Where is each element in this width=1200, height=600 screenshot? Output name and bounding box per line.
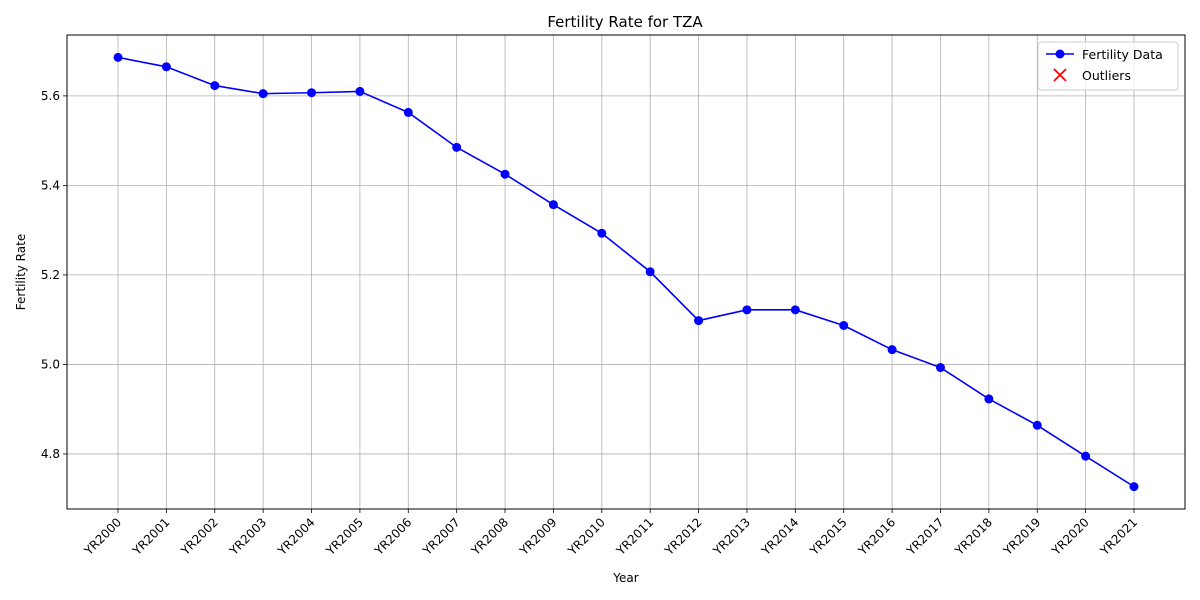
x-tick-label: YR2014: [758, 515, 801, 558]
x-tick-label: YR2001: [129, 515, 172, 558]
y-tick-label: 4.8: [41, 447, 60, 461]
legend-label-outliers: Outliers: [1082, 68, 1131, 83]
data-point: [452, 142, 462, 152]
data-point: [161, 62, 171, 72]
x-tick-label: YR2006: [371, 515, 414, 558]
data-point: [597, 228, 607, 238]
y-tick-label: 5.0: [41, 357, 60, 371]
x-tick-label: YR2013: [710, 515, 753, 558]
x-tick-label: YR2016: [855, 515, 898, 558]
data-point: [258, 89, 268, 99]
data-point: [355, 86, 365, 96]
x-tick-label: YR2008: [468, 515, 511, 558]
plot-frame: [66, 34, 1186, 510]
x-tick-label: YR2000: [81, 515, 124, 558]
data-point: [790, 305, 800, 315]
series-layer: [113, 52, 1139, 492]
y-tick-label: 5.4: [41, 178, 60, 192]
x-tick-label: YR2009: [516, 515, 559, 558]
x-tick-label: YR2011: [613, 515, 656, 558]
data-point: [403, 107, 413, 117]
x-axis-ticks: YR2000 YR2001 YR2002 YR2003 YR2004 YR2005 YR20…: [81, 509, 1140, 559]
series-line: [117, 56, 1135, 488]
x-tick-label: YR2003: [226, 515, 269, 558]
y-axis-ticks: 4.8 5.0 5.2 5.4 5.6: [41, 89, 67, 461]
legend: Fertility Data Outliers: [1037, 41, 1179, 91]
data-point: [887, 345, 897, 355]
data-point: [645, 267, 655, 277]
x-tick-label: YR2018: [952, 515, 995, 558]
data-point: [1032, 420, 1042, 430]
data-point: [1081, 451, 1091, 461]
y-tick-label: 5.6: [41, 89, 60, 103]
grid-layer: [67, 35, 1185, 509]
data-point: [113, 52, 123, 62]
x-tick-label: YR2019: [1000, 515, 1043, 558]
data-point: [500, 169, 510, 179]
x-tick-label: YR2002: [178, 515, 221, 558]
x-axis-label: Year: [612, 571, 638, 585]
y-axis-label: Fertility Rate: [14, 234, 28, 310]
data-point: [742, 305, 752, 315]
data-point: [839, 320, 849, 330]
data-point: [548, 200, 558, 210]
legend-label-fertility: Fertility Data: [1082, 47, 1163, 62]
x-tick-label: YR2020: [1048, 515, 1091, 558]
x-tick-label: YR2012: [661, 515, 704, 558]
x-tick-label: YR2005: [323, 515, 366, 558]
data-point: [210, 81, 220, 91]
y-tick-label: 5.2: [41, 268, 60, 282]
data-point: [984, 394, 994, 404]
x-tick-label: YR2010: [565, 515, 608, 558]
x-tick-label: YR2004: [274, 515, 317, 558]
x-tick-label: YR2015: [807, 515, 850, 558]
legend-outlier-swatch: [1053, 68, 1067, 82]
x-tick-label: YR2017: [903, 515, 946, 558]
data-point: [694, 316, 704, 326]
data-point: [1129, 482, 1139, 492]
x-tick-label: YR2007: [419, 515, 462, 558]
legend-marker-swatch: [1055, 49, 1065, 59]
x-tick-label: YR2021: [1097, 515, 1140, 558]
data-point: [935, 363, 945, 373]
chart-title: Fertility Rate for TZA: [547, 13, 703, 31]
data-point: [307, 88, 317, 98]
